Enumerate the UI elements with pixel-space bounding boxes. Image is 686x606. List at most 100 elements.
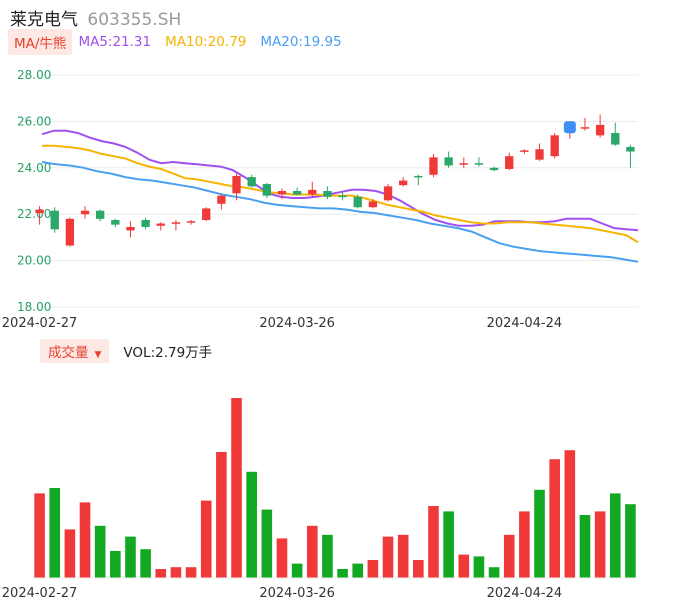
candle-body: [171, 222, 181, 224]
candle-body: [444, 157, 453, 166]
volume-bar: [94, 525, 106, 578]
candle-body: [505, 156, 514, 169]
x-tick-label: 2024-04-24: [487, 316, 563, 331]
volume-bar: [322, 534, 333, 578]
volume-bar: [609, 493, 621, 578]
volume-legend: 成交量 ▼ VOL:2.79万手: [40, 339, 213, 363]
volume-bar: [579, 515, 591, 578]
candle-body: [550, 135, 559, 157]
stock-name: 莱克电气: [10, 10, 78, 30]
volume-bar: [49, 488, 61, 578]
candle-body: [202, 208, 211, 220]
candle-body: [292, 191, 302, 195]
volume-bar: [397, 534, 409, 578]
volume-bar: [246, 471, 257, 578]
volume-type-selector[interactable]: 成交量 ▼: [40, 339, 110, 363]
volume-bar: [34, 493, 45, 578]
volume-bar: [306, 525, 318, 578]
candle-body: [247, 177, 256, 187]
volume-bar: [276, 538, 288, 578]
volume-bar: [413, 560, 424, 578]
candle-body: [520, 150, 529, 152]
price-marker-icon: [563, 121, 576, 134]
volume-bar: [155, 569, 167, 578]
ma5-value: MA5:21.31: [78, 34, 152, 50]
y-tick-label: 24.00: [17, 161, 51, 175]
ma10-value: MA10:20.79: [165, 34, 247, 50]
candle-body: [217, 195, 226, 204]
ma-legend: MA/牛熊 MA5:21.31 MA10:20.79 MA20:19.95: [8, 29, 356, 55]
volume-bar: [352, 563, 364, 578]
candle-body: [96, 210, 105, 219]
y-tick-label: 20.00: [17, 254, 51, 268]
candle-body: [65, 218, 75, 246]
candle-body: [399, 180, 408, 186]
volume-bar: [140, 549, 151, 578]
volume-bar: [216, 452, 227, 578]
volume-type-label: 成交量: [48, 345, 89, 361]
volume-bar: [382, 536, 394, 578]
stock-title: 莱克电气 603355.SH: [10, 5, 181, 30]
volume-bar: [200, 500, 212, 578]
ma-type-selector[interactable]: MA/牛熊: [8, 29, 73, 55]
volume-bar: [64, 529, 76, 578]
ma10-line: [42, 144, 639, 244]
x-tick-label: 2024-02-27: [2, 316, 78, 331]
candle-body: [414, 175, 423, 178]
candle-body: [80, 210, 90, 215]
candle-body: [474, 163, 484, 165]
volume-bar: [125, 536, 136, 578]
volume-bar: [473, 556, 485, 578]
candle-body: [262, 184, 271, 196]
candle-body: [459, 163, 468, 165]
candle-body: [626, 146, 635, 152]
candle-body: [595, 124, 605, 136]
candle-body: [156, 223, 165, 226]
x-tick-label: 2024-02-27: [2, 586, 78, 601]
volume-bar: [337, 569, 348, 578]
candle-body: [338, 195, 347, 198]
volume-bar: [428, 506, 439, 578]
candle-body: [277, 191, 287, 195]
candle-body: [111, 220, 120, 225]
candle-body: [489, 167, 499, 171]
volume-bar: [564, 450, 576, 578]
x-tick-label: 2024-03-26: [259, 586, 335, 601]
candle-body: [611, 133, 620, 145]
candle-body: [232, 175, 241, 194]
candle-body: [141, 220, 150, 227]
volume-bar: [625, 504, 636, 578]
candle-body: [353, 196, 362, 208]
candle-body: [429, 157, 438, 175]
candle-body: [383, 186, 393, 201]
volume-bar: [488, 567, 500, 578]
volume-bar: [503, 534, 515, 578]
volume-bar: [110, 551, 121, 578]
candle-body: [126, 226, 135, 231]
volume-bar: [549, 459, 560, 578]
x-tick-label: 2024-03-26: [259, 316, 335, 331]
volume-bar: [519, 511, 530, 578]
candle-body: [35, 209, 44, 214]
x-tick-label: 2024-04-24: [487, 586, 563, 601]
candle-body: [308, 189, 317, 195]
candle-body: [50, 210, 59, 230]
volume-bar: [594, 511, 606, 578]
y-tick-label: 28.00: [17, 68, 51, 82]
candle-body: [323, 191, 332, 197]
y-tick-label: 22.00: [17, 207, 51, 221]
ma5-line: [41, 129, 639, 232]
volume-bar: [534, 489, 545, 578]
caret-down-icon: ▼: [94, 350, 102, 360]
stock-code: 603355.SH: [87, 10, 182, 30]
ma20-value: MA20:19.95: [260, 34, 342, 50]
y-tick-label: 18.00: [17, 300, 51, 314]
volume-value: VOL:2.79万手: [123, 345, 213, 361]
volume-bar: [170, 567, 182, 578]
ma20-line: [41, 161, 639, 263]
y-tick-label: 26.00: [17, 114, 51, 128]
candle-body: [580, 127, 590, 129]
volume-bar: [367, 560, 379, 578]
volume-bar: [261, 509, 273, 578]
